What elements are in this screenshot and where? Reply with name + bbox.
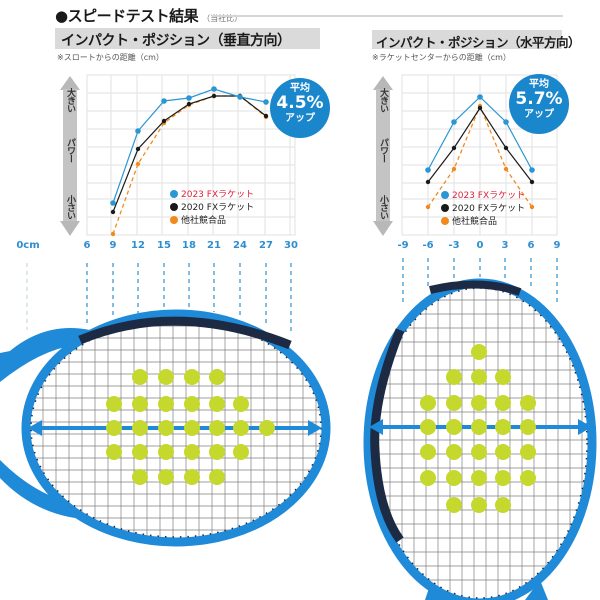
x-tick: 9	[109, 240, 117, 251]
left-axis-top-label: 大きい	[65, 88, 75, 112]
legend-item-2020: 2020 FXラケット	[170, 202, 254, 215]
x-tick: -9	[397, 240, 409, 251]
x-tick: 30	[284, 240, 298, 251]
horizontal-panel-title: インパクト・ポジション（水平方向）	[372, 30, 581, 50]
badge-suffix: アップ	[524, 109, 554, 120]
left-racquet	[0, 309, 331, 547]
legend-dot-icon	[441, 204, 449, 212]
x-tick: 18	[182, 240, 196, 251]
heading-divider	[213, 15, 563, 17]
badge-label: 平均	[290, 83, 310, 94]
left-axis-bottom-label: 小さい	[65, 195, 75, 219]
section-heading: ●スピードテスト結果 （当社比）	[55, 5, 242, 26]
x-tick: 6	[83, 240, 91, 251]
vertical-average-badge: 平均 4.5% アップ	[270, 78, 330, 138]
badge-percent: 4.5%	[276, 93, 324, 113]
x-tick: 15	[157, 240, 171, 251]
right-axis-bottom-label: 小さい	[378, 195, 388, 219]
vertical-panel-note: ※スロートからの距離（cm）	[57, 53, 164, 62]
left-series-2023	[110, 86, 269, 206]
vertical-panel-title: インパクト・ポジション（垂直方向）	[55, 28, 320, 49]
right-legend: 2023 FXラケット 2020 FXラケット 他社競合品	[441, 190, 525, 229]
right-series-2023	[425, 94, 535, 173]
badge-percent: 5.7%	[515, 89, 563, 109]
legend-item-2023: 2023 FXラケット	[170, 189, 254, 202]
x-tick: 27	[259, 240, 273, 251]
legend-dot-icon	[441, 217, 449, 225]
legend-dot-icon	[441, 191, 449, 199]
horizontal-average-badge: 平均 5.7% アップ	[509, 74, 569, 134]
right-guide-lines	[402, 258, 558, 303]
legend-item-2023: 2023 FXラケット	[441, 190, 525, 203]
heading-subtitle: （当社比）	[202, 14, 243, 23]
right-axis-top-label: 大きい	[378, 88, 388, 112]
x-tick: 0	[476, 240, 484, 251]
left-legend: 2023 FXラケット 2020 FXラケット 他社競合品	[170, 189, 254, 228]
x-tick: 9	[553, 240, 561, 251]
x-tick: 24	[233, 240, 247, 251]
legend-item-competitor: 他社競合品	[170, 215, 254, 228]
x-tick: 21	[207, 240, 221, 251]
badge-label: 平均	[529, 79, 549, 90]
right-axis-mid-label: パワー	[378, 138, 388, 162]
legend-dot-icon	[170, 190, 178, 198]
origin-label: 0cm	[16, 240, 40, 251]
legend-dot-icon	[170, 216, 178, 224]
horizontal-panel-note: ※ラケットセンターからの距離（cm）	[372, 53, 511, 62]
legend-dot-icon	[170, 203, 178, 211]
heading-title: ●スピードテスト結果	[55, 7, 199, 25]
x-tick: -6	[422, 240, 434, 251]
left-axis-mid-label: パワー	[65, 138, 75, 162]
x-tick: 6	[527, 240, 535, 251]
x-tick: -3	[448, 240, 460, 251]
right-power-axis-arrow	[373, 76, 393, 236]
right-series-2020	[425, 105, 535, 185]
legend-item-2020: 2020 FXラケット	[441, 203, 525, 216]
badge-suffix: アップ	[285, 113, 315, 124]
left-chart-grid	[86, 74, 296, 236]
x-tick: 3	[501, 240, 509, 251]
x-tick: 12	[131, 240, 145, 251]
right-racquet	[363, 278, 597, 600]
legend-item-competitor: 他社競合品	[441, 216, 525, 229]
left-guide-lines	[26, 263, 292, 335]
left-power-axis-arrow	[60, 76, 80, 236]
